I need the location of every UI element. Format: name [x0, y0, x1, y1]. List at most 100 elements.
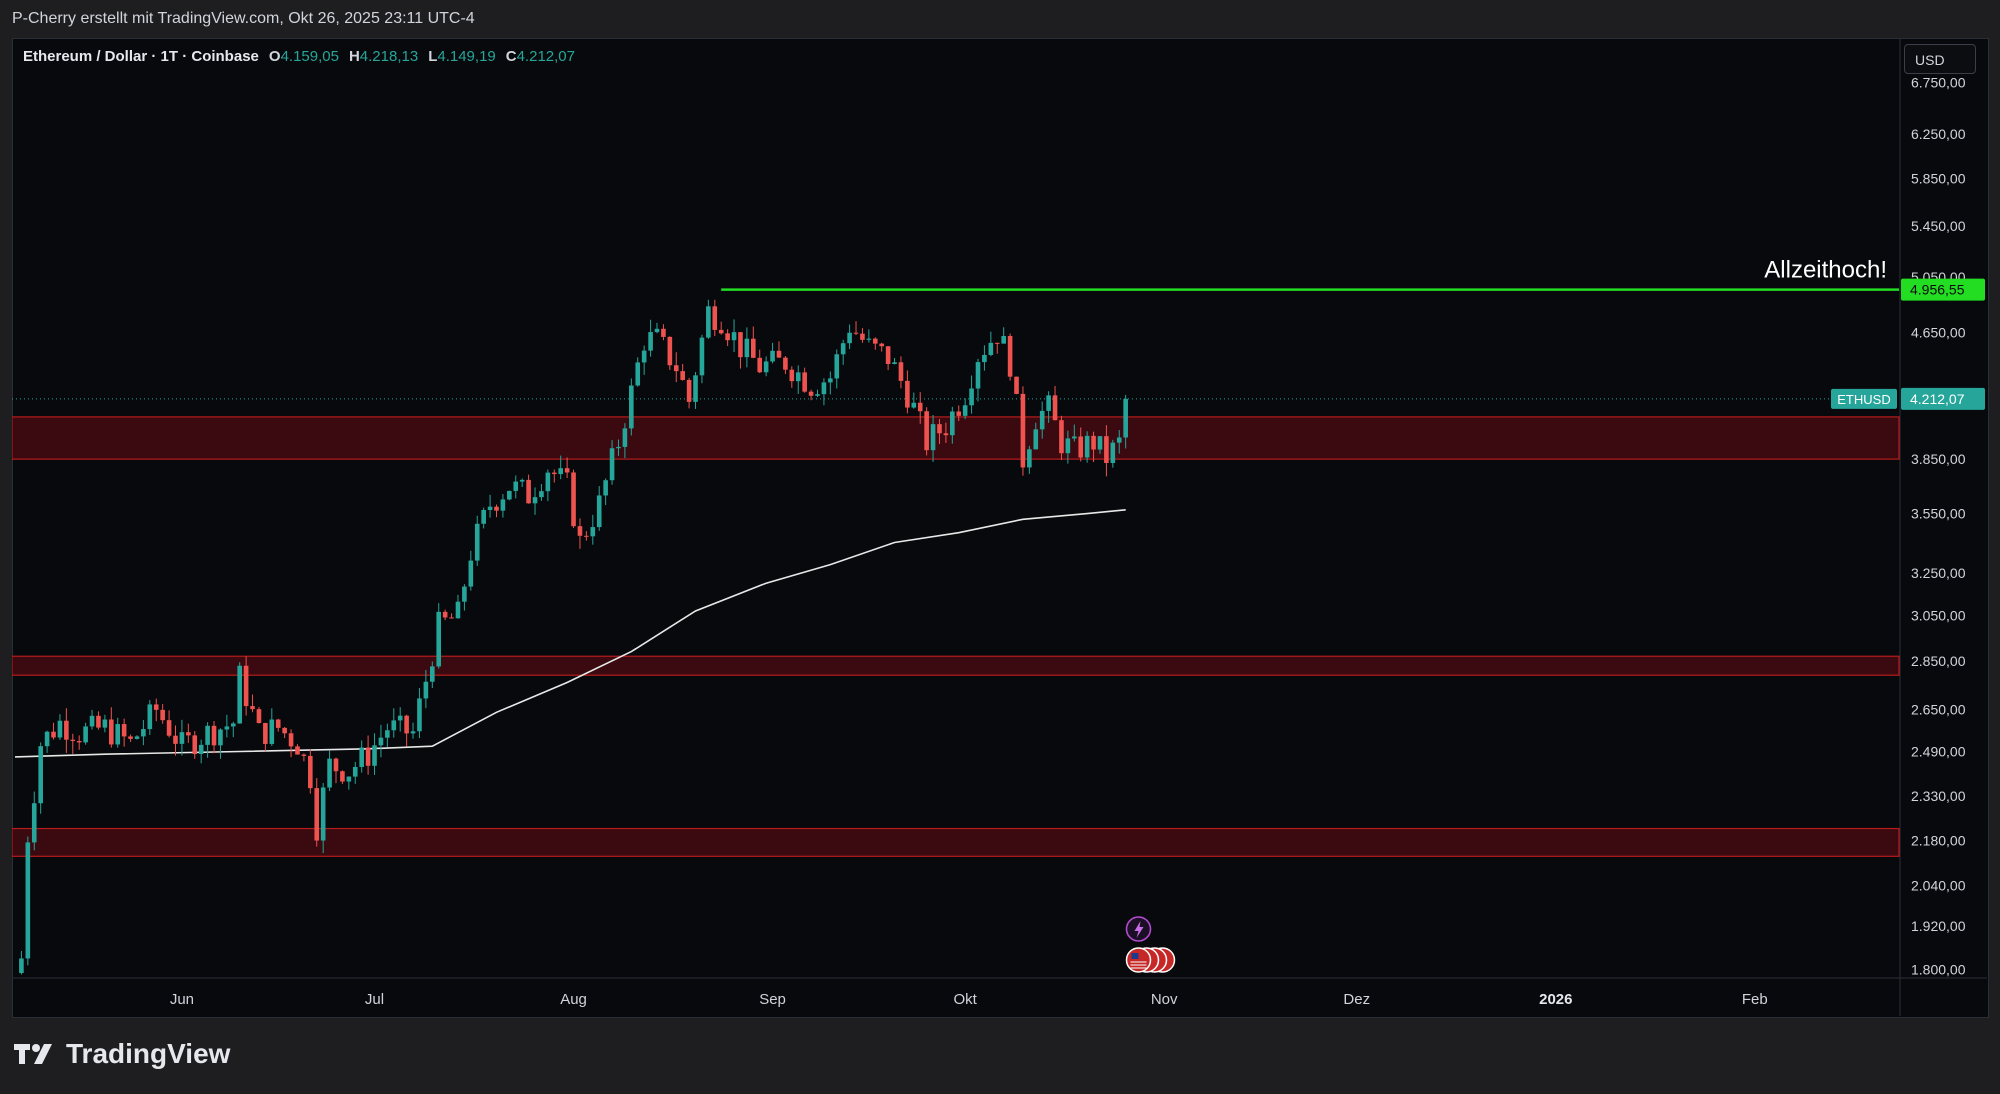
last-price-tag — [1901, 387, 1985, 410]
candle-body — [622, 428, 628, 447]
candle-body — [282, 727, 287, 734]
candle-body — [333, 758, 339, 772]
tradingview-logo-icon — [14, 1044, 52, 1064]
candle-body — [308, 755, 313, 789]
candle-body — [1091, 435, 1096, 450]
candle-body — [924, 411, 929, 451]
candle-body — [1116, 437, 1122, 443]
candle-body — [314, 788, 320, 841]
candle-body — [404, 715, 409, 734]
candle-body — [673, 365, 679, 372]
symbol-title: Ethereum / Dollar · 1T · Coinbase — [23, 48, 259, 65]
candle-body — [860, 333, 865, 340]
candle-body — [327, 758, 332, 788]
candle-body — [757, 357, 763, 373]
time-tick-label: 2026 — [1539, 991, 1572, 1008]
candle-body — [738, 332, 743, 358]
candle-body — [892, 362, 897, 365]
candle-body — [956, 411, 962, 416]
symbol-tag — [1831, 388, 1897, 409]
candle-body — [539, 491, 544, 498]
candle-body — [693, 375, 698, 402]
candle-body — [680, 371, 685, 380]
candle-body — [359, 747, 364, 767]
candle-body — [590, 527, 596, 537]
candle-body — [462, 586, 467, 602]
candle-body — [166, 720, 172, 736]
time-tick-label: Feb — [1742, 991, 1768, 1008]
candle-body — [551, 472, 557, 475]
candle-body — [192, 735, 198, 755]
time-tick-label: Sep — [759, 991, 786, 1008]
price-tick-label: 3.250,00 — [1911, 565, 1966, 581]
candle-body — [783, 357, 788, 370]
candle-body — [706, 306, 711, 338]
candle-body — [1059, 420, 1064, 454]
time-tick-label: Aug — [560, 991, 587, 1008]
candle-body — [76, 740, 82, 743]
close-label: C — [505, 48, 517, 65]
price-chart[interactable]: Allzeithoch! 6.750,00 6.250,00 5.850,00 5.45… — [12, 38, 1987, 1016]
candle-body — [532, 497, 538, 504]
candle-body — [256, 709, 262, 724]
candle-body — [1027, 449, 1032, 468]
candle-body — [962, 405, 968, 416]
candle-body — [558, 468, 563, 475]
price-tick-label: 5.850,00 — [1911, 170, 1966, 186]
candle-body — [218, 729, 223, 746]
candle-body — [115, 724, 121, 745]
candle-body — [224, 726, 230, 730]
candle-body — [474, 523, 480, 561]
currency-button[interactable]: USD — [1904, 44, 1976, 74]
footer-brand[interactable]: TradingView — [14, 1038, 230, 1070]
candle-body — [25, 842, 31, 959]
candle-body — [481, 509, 486, 524]
price-tick-label: 5.450,00 — [1911, 218, 1966, 234]
candle-body — [1104, 436, 1109, 464]
candle-body — [173, 735, 178, 744]
candle-body — [718, 329, 724, 334]
candle-body — [500, 499, 506, 511]
low-value: 4.149,19 — [437, 48, 496, 65]
price-zone — [12, 655, 1900, 676]
candle-body — [808, 391, 814, 396]
candle-body — [147, 704, 153, 730]
candle-body — [186, 732, 191, 736]
candle-body — [712, 306, 718, 330]
candle-body — [744, 338, 750, 358]
symbol-tag-label: ETHUSD — [1837, 392, 1890, 407]
candle-body — [879, 343, 884, 347]
candle-body — [911, 402, 917, 408]
candle-body — [410, 731, 416, 734]
candle-body — [635, 362, 641, 386]
candle-body — [1078, 436, 1084, 458]
candle-body — [1052, 395, 1058, 421]
time-tick-label: Okt — [953, 991, 977, 1008]
price-tick-label: 3.550,00 — [1911, 506, 1966, 522]
candle-body — [969, 388, 974, 406]
candle-body — [295, 746, 300, 755]
candle-body — [423, 681, 429, 699]
candle-body — [230, 723, 236, 727]
candle-body — [828, 378, 833, 383]
ath-price-tag-label: 4.956,55 — [1910, 282, 1965, 298]
candle-body — [455, 601, 461, 619]
price-zone — [12, 416, 1900, 460]
candle-body — [288, 733, 294, 747]
candle-body — [83, 726, 88, 743]
open-label: O — [268, 48, 281, 65]
high-value: 4.218,13 — [359, 48, 419, 65]
candle-body — [134, 736, 140, 739]
price-tick-label: 3.850,00 — [1911, 451, 1966, 467]
candle-body — [378, 737, 384, 746]
candle-body — [121, 724, 127, 737]
candle-body — [603, 480, 608, 496]
lightning-bolt-shape — [1134, 921, 1144, 938]
candle-body — [731, 332, 737, 341]
candle-body — [250, 706, 255, 710]
candle-body — [513, 481, 519, 491]
candle-body — [1014, 376, 1019, 394]
candle-body — [629, 385, 634, 429]
candle-body — [1001, 335, 1006, 344]
candle-body — [667, 336, 673, 366]
